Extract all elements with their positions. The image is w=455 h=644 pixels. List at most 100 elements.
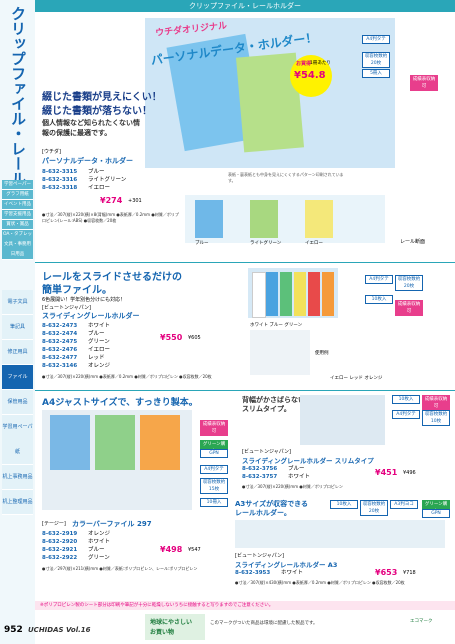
product-row: 8-632-3757 ホワイト xyxy=(242,473,310,481)
product-row: 8-632-2473 ホワイト xyxy=(42,322,110,330)
product-code: 8-632-3757 xyxy=(242,474,278,480)
deal-per: 1冊あたり xyxy=(310,61,331,66)
folder xyxy=(294,272,306,316)
product-row: 8-632-2922 グリーン xyxy=(42,554,110,562)
sidebar-tab: ファイル xyxy=(2,365,33,390)
product-color: ブルー xyxy=(88,331,105,337)
product-rows: 8-632-2919 オレンジ 8-632-2920 ホワイト 8-632-2921 ブル… xyxy=(42,530,110,562)
badge: 成績表収納可 xyxy=(410,75,438,91)
photo xyxy=(195,200,223,238)
product-row: 8-632-2920 ホワイト xyxy=(42,538,110,546)
folder xyxy=(140,415,180,470)
badge: 10枚入 xyxy=(330,500,358,509)
eco-title: お買い物 xyxy=(150,629,175,636)
price-tax: ¥547 xyxy=(188,547,201,553)
folder xyxy=(280,272,292,316)
badge: 収容枚数約10枚 xyxy=(422,410,450,426)
sidebar-tab: グラフ用紙 xyxy=(2,190,33,200)
product-code: 8-632-2476 xyxy=(42,347,78,353)
footer-note: ※ポリプロピレン製のシート部分は印刷や筆記が十分に乾燥しないうちに接触すると写り… xyxy=(40,603,274,608)
sidebar-tab: 保管用品 xyxy=(2,390,33,415)
product-code: 8-632-2919 xyxy=(42,531,78,537)
sidebar-tab: 学習支援用品 xyxy=(2,210,33,220)
product-row: 8-632-3318 イエロー xyxy=(42,184,126,192)
product-color: ホワイト xyxy=(88,323,111,329)
badge: 10冊入 xyxy=(200,498,228,507)
product-color: ホワイト xyxy=(281,570,304,576)
product-code: 8-632-3756 xyxy=(242,466,278,472)
sidebar-tab: 筆記具 xyxy=(2,315,33,340)
sidebar-tab: 机上事務用品 xyxy=(2,465,33,490)
caption: イエロー レッド オレンジ xyxy=(330,376,383,381)
photo-label: ブルー xyxy=(195,241,209,246)
folder xyxy=(50,415,90,470)
usage-photo xyxy=(250,330,310,375)
product-code: 8-632-2477 xyxy=(42,355,78,361)
product-name: スライディングレールホルダー xyxy=(42,312,140,320)
header-bar xyxy=(35,0,455,12)
badge: 収容枚数約20枚 xyxy=(395,275,423,291)
product-name: スライディングレールホルダー スリムタイプ xyxy=(242,457,374,465)
spec: ●寸法／307(縦)×220(横)mm ●材質／ポリプロピレン xyxy=(242,484,343,489)
product-row: 8-632-3316 ライトグリーン xyxy=(42,176,126,184)
deal-circle xyxy=(290,55,332,97)
folder xyxy=(322,272,334,316)
product-code: 8-632-3318 xyxy=(42,185,78,191)
headline: 綴じた書類が見えにくい！ xyxy=(42,92,162,103)
headline: レールホルダー。 xyxy=(235,509,291,517)
badge: 収容枚数約20枚 xyxy=(360,500,388,516)
headline: 背幅がかさばらない xyxy=(242,396,305,404)
divider xyxy=(35,262,455,263)
divider xyxy=(35,390,455,391)
sub: 6色展開い！学年別色分けにも対応！ xyxy=(42,297,126,303)
product-row: 8-632-2477 レッド xyxy=(42,354,110,362)
price: ¥653 xyxy=(375,568,398,577)
product-row: 8-632-2475 グリーン xyxy=(42,338,110,346)
photo-label: ライトグリーン xyxy=(250,241,282,246)
price-tax: ¥496 xyxy=(403,470,416,476)
product-rows: 8-632-3756 ブルー 8-632-3757 ホワイト xyxy=(242,465,310,481)
badge: 成績表収納可 xyxy=(395,300,423,316)
sidebar-tab: イベント用品 xyxy=(2,200,33,210)
price: ¥550 xyxy=(160,333,183,342)
product-row: 8-632-2921 ブルー xyxy=(42,546,110,554)
product-name: カラーバーファイル 297 xyxy=(72,520,152,528)
note: 表紙・裏表紙とも中身を見えにくくするパターン印刷されています。 xyxy=(228,172,344,183)
product-color: イエロー xyxy=(88,185,110,191)
badge: 10枚入 xyxy=(392,395,420,404)
spec: ●寸法／297(縦)×211(横)mm ●材質／表紙:ポリプロピレン、レール:ポ… xyxy=(42,566,198,571)
product-code: 8-632-3315 xyxy=(42,169,78,175)
product-row: 8-632-2919 オレンジ xyxy=(42,530,110,538)
product-color: ブルー xyxy=(88,169,105,175)
header-title: クリップファイル・レールホルダー xyxy=(189,2,301,10)
sidebar-tab: 紙 xyxy=(2,440,33,465)
maker: [テージー] xyxy=(42,521,66,527)
product-code: 8-632-2474 xyxy=(42,331,78,337)
badge: A4判タテ xyxy=(200,465,228,474)
badge: 10枚入 xyxy=(365,295,393,304)
product-color: ホワイト xyxy=(88,539,111,545)
product-rows: 8-632-3315 ブルー 8-632-3316 ライトグリーン 8-632-3318… xyxy=(42,168,126,192)
product-row: 8-632-3146 オレンジ xyxy=(42,362,110,370)
eco-text: このマークがついた商品は環境に配慮した製品です。 xyxy=(210,621,318,626)
product-code: 8-632-2475 xyxy=(42,339,78,345)
product-color: グリーン xyxy=(88,555,110,561)
price: ¥451 xyxy=(375,468,398,477)
badge: 成績表収納可 xyxy=(200,420,228,436)
deal-price: ¥54.8 xyxy=(294,70,326,81)
product-row: 8-632-2474 ブルー xyxy=(42,330,110,338)
badge: 収容枚数約15枚 xyxy=(200,478,228,494)
eco-box xyxy=(145,614,205,640)
product-row: 8-632-3953 ホワイト xyxy=(235,569,303,577)
product-code: 8-632-2922 xyxy=(42,555,78,561)
product-name: パーソナルデータ・ホルダー xyxy=(42,157,133,165)
product-color: イエロー xyxy=(88,347,110,353)
sidebar-tab: 修正用具 xyxy=(2,340,33,365)
headline: 簡単ファイル。 xyxy=(42,285,112,296)
usage-label: 使用例 xyxy=(315,351,329,356)
sidebar-tab: 賞状・賞品 xyxy=(2,220,33,230)
product-photo xyxy=(235,520,445,548)
price-tax: ¥605 xyxy=(188,335,201,341)
price: ¥498 xyxy=(160,545,183,554)
maker: [ウチダ] xyxy=(42,149,61,155)
